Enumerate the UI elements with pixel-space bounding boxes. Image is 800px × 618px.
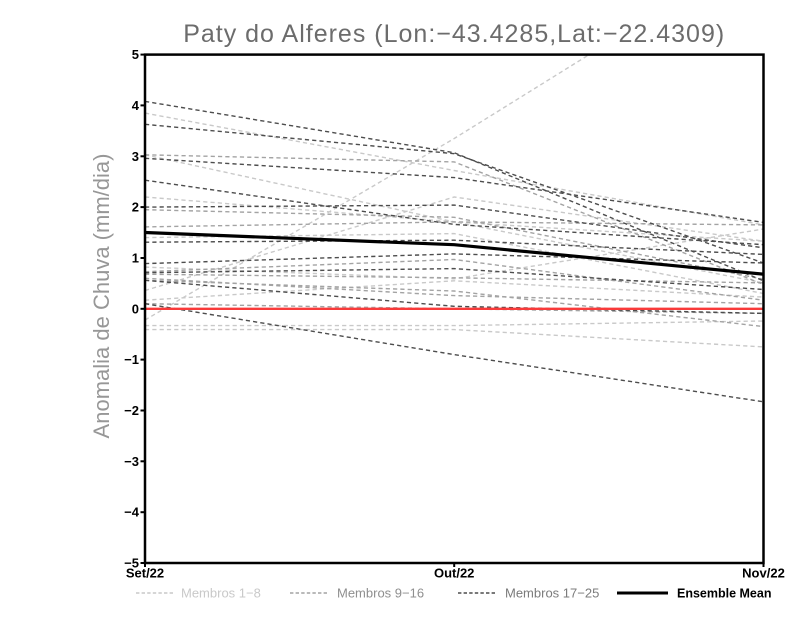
svg-text:Membros 1−8: Membros 1−8	[181, 586, 261, 601]
svg-text:0: 0	[132, 301, 139, 316]
svg-text:−5: −5	[124, 556, 139, 571]
svg-text:3: 3	[132, 149, 139, 164]
svg-text:Membros 17−25: Membros 17−25	[505, 586, 599, 601]
svg-text:1: 1	[132, 251, 139, 266]
svg-text:−2: −2	[124, 403, 139, 418]
svg-text:4: 4	[132, 98, 140, 113]
svg-text:−4: −4	[124, 505, 140, 520]
svg-text:Ensemble Mean: Ensemble Mean	[677, 587, 771, 601]
svg-text:Membros 9−16: Membros 9−16	[337, 586, 424, 601]
svg-text:−3: −3	[124, 454, 139, 469]
svg-text:Out/22: Out/22	[434, 566, 474, 581]
svg-text:Paty do Alferes (Lon:−43.4285,: Paty do Alferes (Lon:−43.4285,Lat:−22.43…	[183, 20, 725, 48]
svg-text:Nov/22: Nov/22	[742, 566, 785, 581]
svg-text:Anomalia de Chuva (mm/dia): Anomalia de Chuva (mm/dia)	[89, 154, 114, 439]
svg-text:−1: −1	[124, 352, 139, 367]
svg-text:5: 5	[132, 47, 139, 62]
svg-text:Set/22: Set/22	[126, 566, 164, 581]
svg-text:2: 2	[132, 200, 139, 215]
